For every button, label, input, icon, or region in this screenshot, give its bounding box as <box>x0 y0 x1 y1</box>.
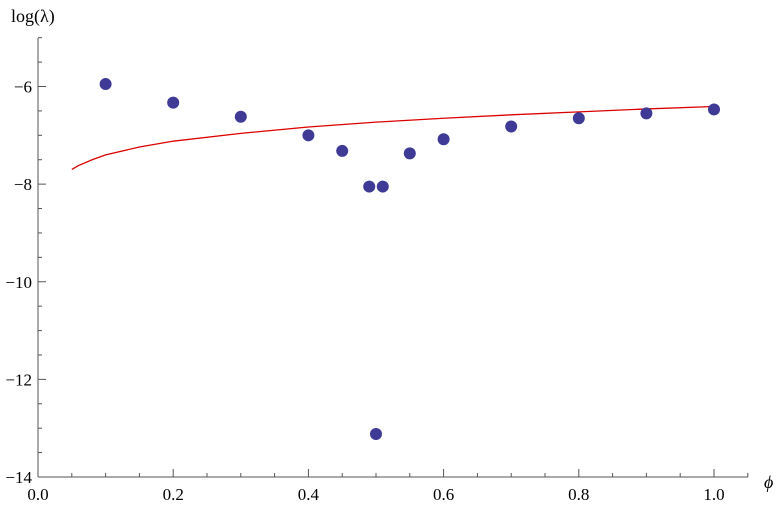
data-point <box>505 120 518 133</box>
data-point <box>99 78 112 91</box>
axes <box>37 38 748 478</box>
y-tick-label: −6 <box>14 78 32 97</box>
data-point <box>572 112 585 125</box>
data-point <box>234 110 247 123</box>
data-point <box>640 107 653 120</box>
data-point <box>336 144 349 157</box>
data-point <box>708 103 720 116</box>
data-point <box>376 180 389 193</box>
data-point <box>437 133 450 146</box>
x-tick-label: 0.8 <box>568 485 589 504</box>
data-point <box>167 96 180 109</box>
fit-curve <box>71 105 715 171</box>
y-tick-label: −10 <box>5 273 32 292</box>
data-point <box>370 428 382 441</box>
x-tick-label: 1.0 <box>703 485 724 504</box>
fit-curve-layer <box>71 105 715 171</box>
data-points-layer <box>99 78 720 441</box>
y-axis-label: log(λ) <box>11 6 55 27</box>
y-tick-label: −12 <box>5 370 32 389</box>
x-axis-label: ϕ <box>764 472 773 492</box>
x-tick-label: 0.0 <box>27 485 48 504</box>
x-tick-label: 0.2 <box>163 485 184 504</box>
y-tick-label: −14 <box>5 468 32 487</box>
y-tick-label: −8 <box>14 175 32 194</box>
data-point <box>403 147 416 160</box>
data-point <box>302 129 315 142</box>
x-tick-label: 0.4 <box>298 485 320 504</box>
data-point <box>363 180 376 193</box>
ticks: 0.0 0.2 0.4 0.6 0.8 1.0 −6 −8 −10 −12 −14 <box>5 37 749 504</box>
x-tick-label: 0.6 <box>433 485 454 504</box>
